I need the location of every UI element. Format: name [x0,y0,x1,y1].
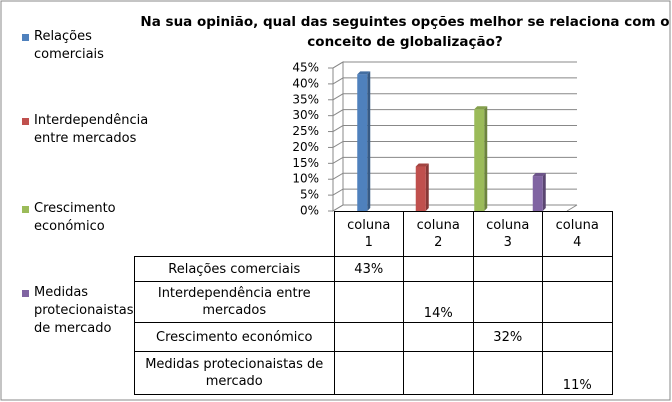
legend-swatch [22,118,29,125]
grid-line [332,109,577,117]
table-cell [472,351,543,395]
legend-swatch [22,290,29,297]
bar [474,109,485,211]
table-cell [333,322,404,352]
bar-side [425,163,429,211]
table-corner [135,212,335,257]
legend-label: Interdependência entre mercados [34,113,149,146]
grid-line [332,77,577,85]
bar-side [367,71,371,211]
back-wall [332,61,344,212]
row-header: Interdependência entre mercados [134,281,335,323]
chart-title: Na sua opinião, qual das seguintes opçõe… [140,14,670,50]
grid-line [332,140,577,148]
y-tick-label: 45% [292,61,319,75]
table-cell [542,281,613,323]
table-cell: 11% [542,351,613,395]
table-row: Medidas protecionaistas de mercado 11% [134,351,613,395]
table-row: Interdependência entre mercados 14% [134,281,613,323]
table-cell: 32% [472,322,543,352]
table-cell [403,256,474,282]
bar [415,166,426,211]
grid-line [332,188,577,196]
table-cell [333,281,404,323]
bar-top [415,163,429,167]
y-tick-label: 40% [292,76,319,90]
legend-label: Crescimento económico [34,201,116,234]
category-header: coluna 4 [542,211,613,257]
data-table: coluna 1 coluna 2 coluna 3 coluna 4 Relações… [134,211,613,395]
bar-top [357,71,371,75]
grid-line [332,172,577,180]
category-header: coluna 1 [333,211,404,257]
legend-label: Relações comerciais [34,29,104,62]
table-cell: 43% [333,256,404,282]
table-cell [472,281,543,323]
row-header: Relações comerciais [134,256,335,282]
row-header: Medidas protecionaistas de mercado [134,351,335,395]
legend-swatch [22,34,29,41]
y-tick-label: 25% [292,124,319,138]
legend-swatch [22,206,29,213]
grid-line [332,93,577,101]
table-cell [542,322,613,352]
y-tick-label: 30% [292,108,319,122]
grid-line [332,61,577,69]
grid-line [332,125,577,132]
table-header-row: coluna 1 coluna 2 coluna 3 coluna 4 [135,211,613,257]
table-cell [542,256,613,282]
table-cell [403,351,474,395]
bar-top [532,173,546,177]
table-cell [472,256,543,282]
y-tick-label: 0% [300,204,319,218]
table-row: Relações comerciais 43% [134,256,613,282]
category-header: coluna 2 [403,211,474,257]
y-tick-label: 10% [292,172,319,186]
table-cell [333,351,404,395]
floor-edge [566,204,578,212]
table-row: Crescimento económico 32% [134,322,613,352]
table-cell [403,322,474,352]
grid-line [332,156,577,164]
legend-label: Medidas protecionaistas de mercado [34,285,134,336]
bar-top [474,106,488,110]
table-cell: 14% [403,281,474,323]
bar [357,74,368,211]
category-header: coluna 3 [472,211,543,257]
bar-side [542,173,546,211]
bar [532,176,543,211]
row-header: Crescimento económico [134,322,335,352]
y-tick-label: 20% [292,140,319,154]
grid-line [332,204,577,212]
y-tick-label: 15% [292,156,319,170]
bar-side [484,106,488,211]
y-tick-label: 5% [300,188,319,202]
y-tick-label: 35% [292,92,319,106]
